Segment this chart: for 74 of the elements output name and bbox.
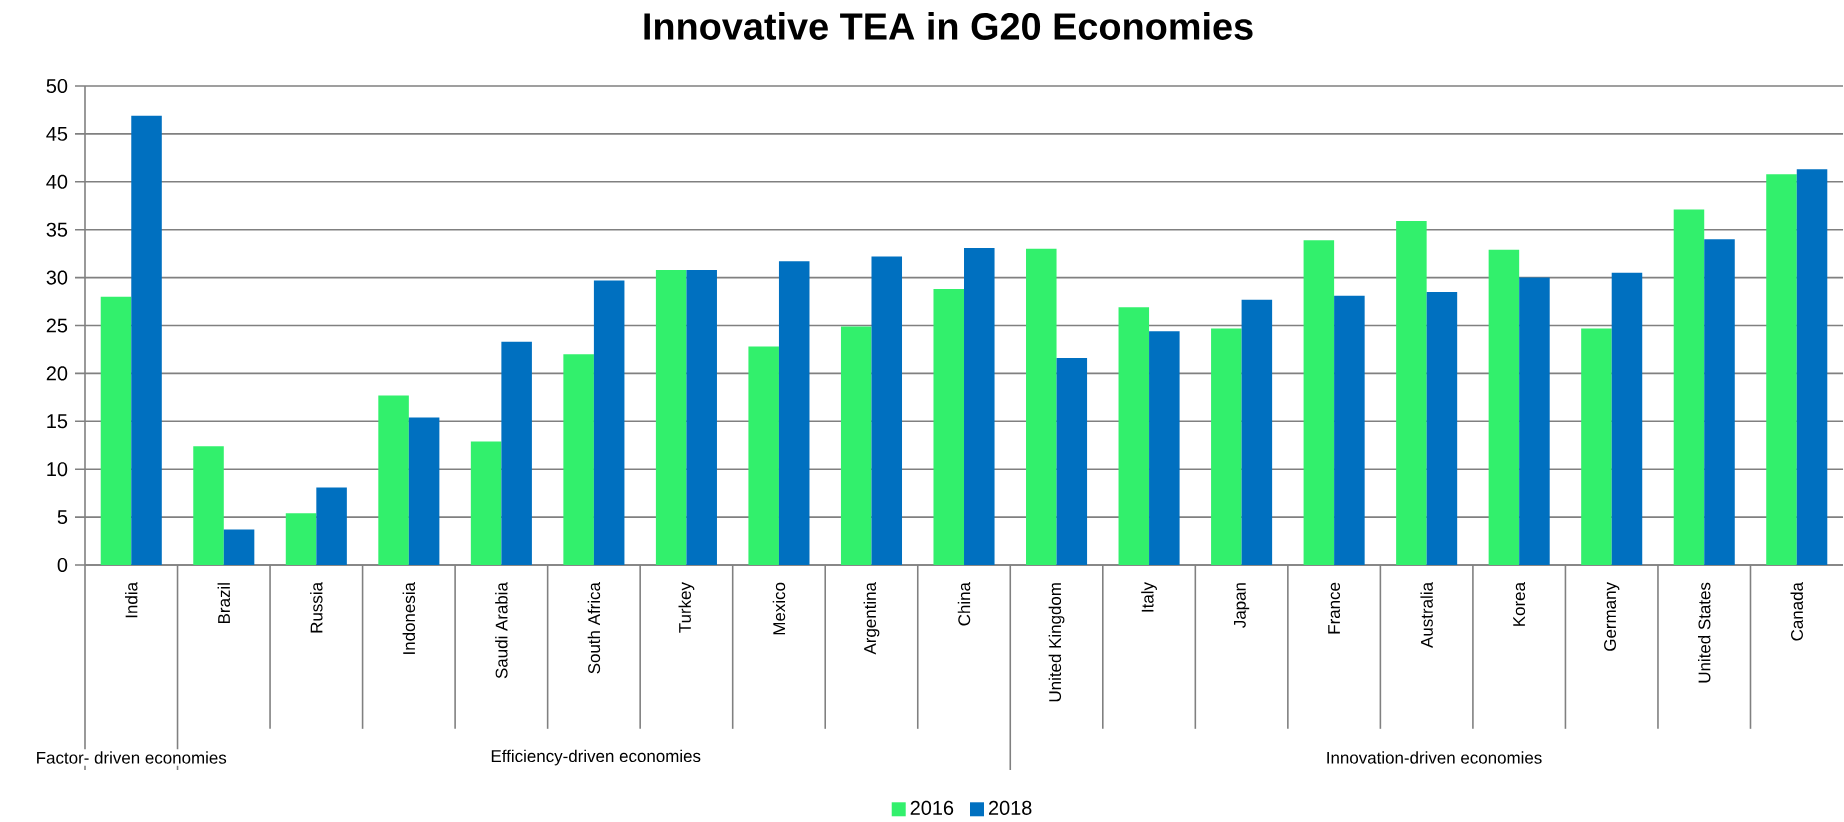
text: Factor- driven economies bbox=[37, 751, 227, 764]
bar bbox=[193, 446, 224, 565]
text: Innovation-driven economies bbox=[1327, 751, 1542, 764]
legend-label: 2018 bbox=[988, 800, 1032, 815]
bar bbox=[1581, 328, 1612, 565]
bar bbox=[285, 513, 317, 565]
x-tick-label: Saudi Arabia bbox=[495, 582, 508, 679]
x-tick-label: Australia bbox=[1420, 582, 1433, 648]
y-tick-label: 35 bbox=[46, 222, 68, 237]
bar bbox=[964, 247, 995, 565]
x-tick-label: South Africa bbox=[587, 582, 601, 674]
bar bbox=[501, 341, 532, 565]
x-tick-label: Russia bbox=[310, 582, 323, 633]
bar bbox=[593, 280, 625, 565]
y-tick-label: 25 bbox=[46, 318, 68, 333]
bar bbox=[316, 487, 347, 565]
x-tick-label: China bbox=[957, 582, 971, 626]
x-tick-label: Brazil bbox=[217, 583, 230, 624]
x-tick-label: India bbox=[125, 582, 138, 618]
bar bbox=[563, 354, 594, 565]
y-tick-label: 15 bbox=[47, 414, 68, 429]
bar bbox=[223, 529, 255, 565]
bar bbox=[100, 296, 132, 565]
x-tick-label: Turkey bbox=[678, 582, 695, 633]
x-tick-label: United States bbox=[1698, 582, 1711, 683]
y-tick-label: 5 bbox=[57, 510, 68, 525]
bar bbox=[1796, 169, 1828, 565]
x-tick-label: United Kingdom bbox=[1048, 583, 1065, 702]
y-tick-label: 50 bbox=[46, 78, 68, 94]
chart-title: Innovative TEA in G20 Economies bbox=[644, 12, 1253, 40]
x-tick-label: Argentina bbox=[863, 582, 880, 655]
bar bbox=[1211, 328, 1242, 565]
y-tick-label: 40 bbox=[46, 174, 68, 189]
y-tick-label: 10 bbox=[47, 462, 68, 477]
bar bbox=[1334, 295, 1365, 565]
bar bbox=[778, 261, 810, 565]
bar bbox=[933, 289, 965, 565]
bar bbox=[1519, 277, 1550, 565]
x-tick-label: Germany bbox=[1604, 582, 1620, 651]
y-tick-label: 30 bbox=[46, 270, 68, 285]
bar bbox=[1026, 248, 1057, 565]
bar bbox=[131, 115, 162, 565]
bar bbox=[655, 269, 687, 565]
x-tick-label: France bbox=[1328, 582, 1341, 634]
x-tick-label: Mexico bbox=[772, 582, 786, 635]
bar bbox=[840, 326, 872, 565]
x-tick-label: Indonesia bbox=[402, 582, 416, 654]
x-tick-label: Korea bbox=[1513, 582, 1526, 626]
bar bbox=[1766, 174, 1797, 565]
bar bbox=[1488, 249, 1520, 565]
bar bbox=[408, 417, 440, 565]
bar bbox=[686, 269, 717, 565]
bar bbox=[1673, 209, 1705, 565]
bar bbox=[748, 346, 779, 565]
x-tick-label: Canada bbox=[1790, 582, 1803, 641]
bar bbox=[1426, 291, 1458, 565]
bar bbox=[1118, 307, 1150, 565]
text: Efficiency-driven economies bbox=[491, 749, 701, 766]
bar bbox=[378, 395, 409, 565]
bar bbox=[1149, 331, 1180, 565]
y-tick-label: 45 bbox=[46, 126, 68, 141]
bar bbox=[1611, 272, 1643, 565]
y-tick-label: 20 bbox=[46, 366, 68, 381]
bar bbox=[470, 441, 502, 565]
x-tick-label: Japan bbox=[1234, 583, 1250, 628]
bar bbox=[1303, 240, 1335, 565]
bar bbox=[1241, 299, 1273, 565]
legend-label: 2016 bbox=[910, 800, 954, 815]
bar bbox=[1704, 239, 1735, 565]
y-tick-label: 0 bbox=[57, 557, 68, 573]
x-tick-label: Italy bbox=[1141, 582, 1157, 612]
bar bbox=[871, 256, 903, 565]
bar bbox=[1396, 221, 1427, 565]
bar bbox=[1056, 358, 1088, 565]
